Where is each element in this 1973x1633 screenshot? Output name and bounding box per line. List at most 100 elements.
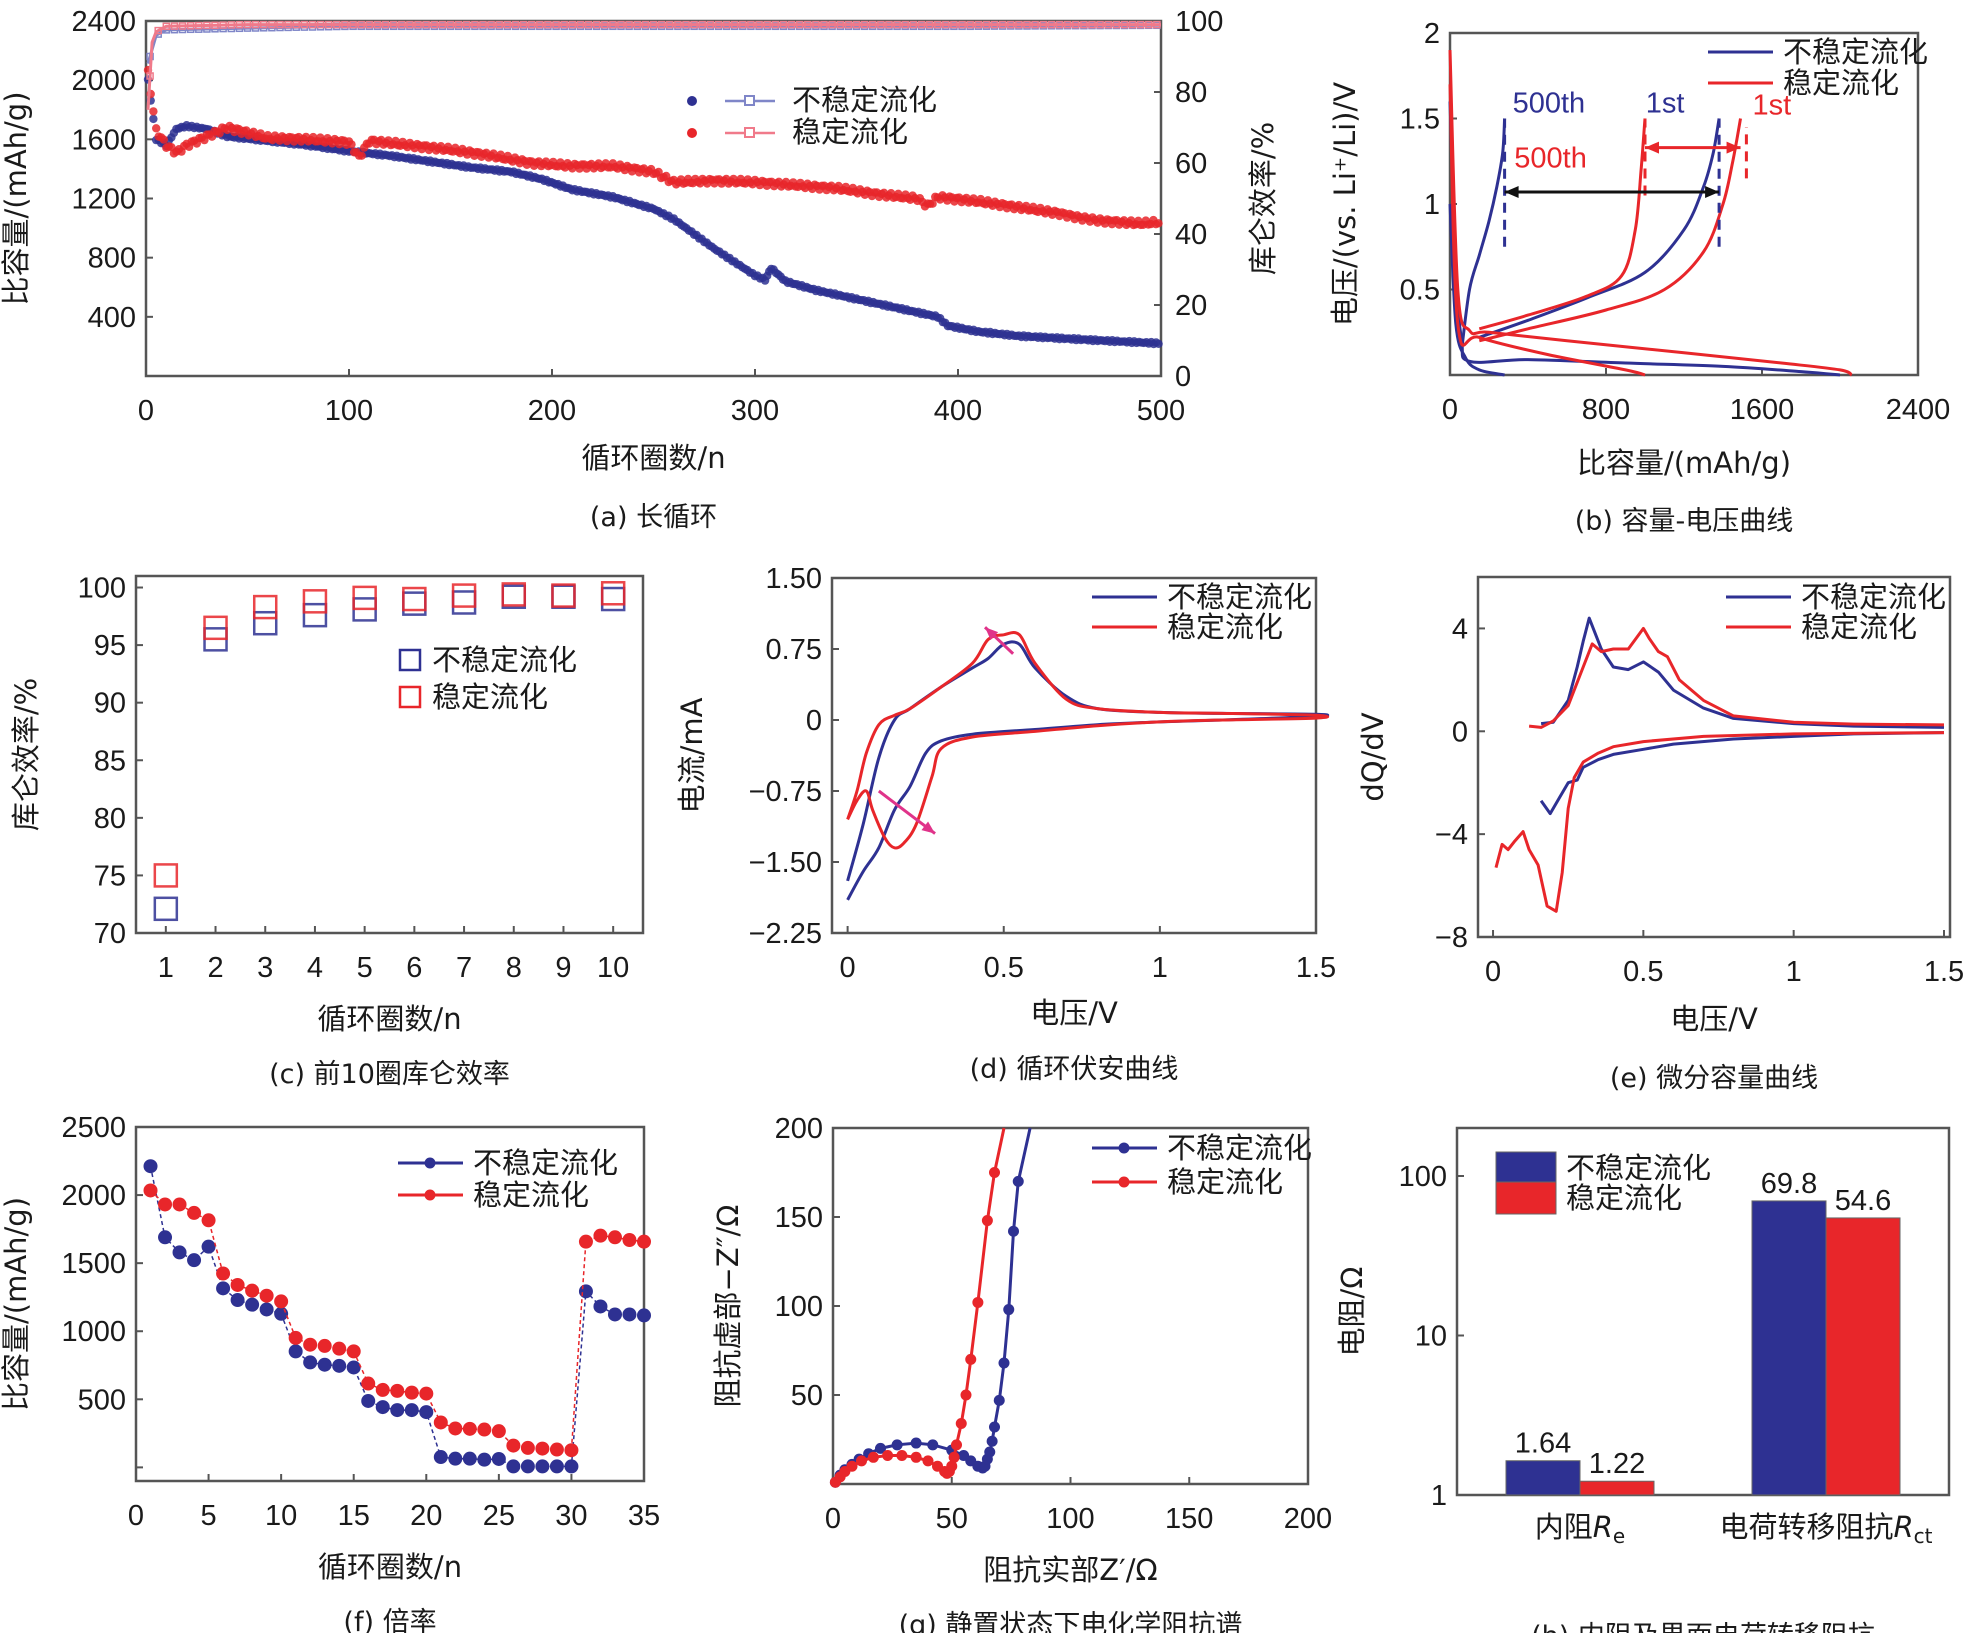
- plot-frame-e: [1476, 575, 1952, 939]
- legend-swatch: [398, 685, 422, 709]
- data-point: [584, 20, 593, 29]
- x-tick-label: 10: [265, 1500, 297, 1532]
- arrow-head: [1504, 186, 1519, 199]
- dqdv-curve-unstable-charge: [1540, 616, 1945, 729]
- data-point: [600, 581, 626, 606]
- chart-f-rate-performance: 0 5 10 15 20 25 30 35 500 1000 1500 2000 2500 循环圈数/n 比…: [0, 1112, 660, 1633]
- panel-caption: (b) 容量-电压曲线: [1575, 506, 1794, 537]
- data-point: [506, 1438, 521, 1453]
- data-point: [698, 20, 706, 29]
- data-point: [268, 20, 276, 29]
- x-tick-label: 100: [1046, 1503, 1094, 1535]
- data-point: [153, 863, 179, 888]
- y-tick-label: 4: [1452, 613, 1468, 645]
- data-point: [341, 20, 349, 29]
- data-point: [381, 20, 390, 29]
- series-capacity-stable: [143, 65, 1163, 230]
- category-symbol: R: [1593, 1510, 1613, 1544]
- data-point: [1120, 20, 1129, 29]
- data-point: [357, 151, 366, 160]
- dqdv-curve-stable-charge: [1528, 626, 1945, 729]
- data-point: [922, 1455, 934, 1467]
- data-point: [252, 594, 278, 620]
- x-tick-label: 2400: [1886, 394, 1951, 426]
- y-tick-label: 1.50: [766, 563, 822, 595]
- data-point: [747, 20, 755, 29]
- data-point: [448, 1421, 463, 1436]
- data-point: [1008, 1225, 1019, 1237]
- data-point: [1063, 20, 1072, 29]
- legend-label: 稳定流化: [1801, 610, 1917, 644]
- y-tick-label: 70: [94, 918, 126, 950]
- y-tick-label: 100: [1399, 1161, 1447, 1193]
- efficiency-line: [146, 23, 1161, 110]
- data-point: [1153, 20, 1161, 29]
- data-point: [487, 20, 495, 29]
- curve-stable-500th-charge: [1478, 118, 1647, 331]
- x-axis-label: 阻抗实部Z′/Ω: [983, 1553, 1157, 1587]
- data-point: [332, 1358, 347, 1373]
- y-tick-label: 200: [775, 1113, 823, 1145]
- data-point: [352, 585, 377, 611]
- category-prefix: 电荷转移阻抗: [1719, 1510, 1893, 1544]
- data-point: [300, 20, 309, 29]
- category-prefix: 内阻: [1535, 1510, 1593, 1544]
- data-point: [1080, 20, 1088, 29]
- data-point: [438, 20, 447, 29]
- legend-item-stable: 稳定流化: [398, 1178, 589, 1212]
- y-tick-label: 0.75: [766, 634, 822, 666]
- x-tick-label: 200: [528, 395, 576, 427]
- data-point: [389, 20, 398, 29]
- x-tick-label: 0: [1442, 394, 1458, 426]
- data-point: [844, 20, 853, 29]
- x-tick-label: 300: [731, 395, 779, 427]
- data-point: [317, 1338, 332, 1353]
- data-point: [1104, 20, 1112, 29]
- data-point: [406, 20, 414, 29]
- panel-caption: (f) 倍率: [343, 1607, 436, 1633]
- data-point: [211, 21, 219, 30]
- y-axis-label: 电压/(vs. Li⁺/Li)/V: [1328, 82, 1362, 326]
- x-tick-label: 0.5: [1623, 956, 1663, 988]
- x-tick-label: 1.5: [1296, 952, 1336, 984]
- data-point: [989, 1167, 1000, 1178]
- data-point: [1088, 20, 1096, 29]
- y-tick-label: 50: [791, 1380, 823, 1412]
- y2-axis-label: 库仑效率/%: [1246, 122, 1280, 275]
- data-point: [1015, 20, 1023, 29]
- data-point: [867, 1451, 879, 1463]
- data-point: [303, 1337, 318, 1352]
- data-point: [1071, 20, 1080, 29]
- legend-label: 不稳定流化: [1783, 35, 1928, 69]
- category-label: 电荷转移阻抗Rct: [1719, 1510, 1932, 1548]
- data-point: [357, 20, 365, 29]
- data-point: [252, 610, 278, 636]
- y-tick-label: 1: [1431, 1480, 1447, 1512]
- legend-label: 不稳定流化: [1566, 1151, 1711, 1185]
- data-point: [448, 1451, 463, 1466]
- x-tick-label: 20: [410, 1500, 442, 1532]
- chart-c-initial-efficiency: 1 2 3 4 5 6 7 8 9 10 70 75 80 85 90 95 100 循环圈数/n 库仑效率/% (c…: [9, 573, 645, 1090]
- data-point: [477, 1422, 492, 1437]
- data-point: [951, 1439, 962, 1451]
- y-axis-label: 电阻/Ω: [1335, 1267, 1369, 1357]
- chart-e-differential-capacity: 0 0.5 1 1.5 −8 −4 0 4 电压/V dQ/dV (e) 微分容量曲线 不稳定流化稳定…: [1356, 575, 1964, 1094]
- data-point: [564, 1443, 579, 1458]
- data-point: [551, 583, 576, 608]
- data-point: [201, 1213, 216, 1228]
- data-point: [159, 135, 168, 144]
- data-point: [143, 1159, 158, 1174]
- data-point: [649, 20, 658, 29]
- y-tick-label: 800: [88, 243, 136, 275]
- legend-item-unstable: 不稳定流化: [687, 83, 937, 117]
- y-tick-label: 0: [806, 705, 822, 737]
- data-point: [158, 1197, 173, 1212]
- cv-curve-unstable: [846, 640, 1330, 901]
- panel-caption: (h) 内阻及界面电荷转移阻抗: [1531, 1621, 1875, 1633]
- legend-label: 稳定流化: [473, 1178, 589, 1212]
- x-tick-label: 0: [825, 1503, 841, 1535]
- legend-label: 稳定流化: [792, 115, 908, 149]
- y-tick-label: 0.5: [1400, 275, 1440, 307]
- bar-unstable: [1505, 1460, 1581, 1496]
